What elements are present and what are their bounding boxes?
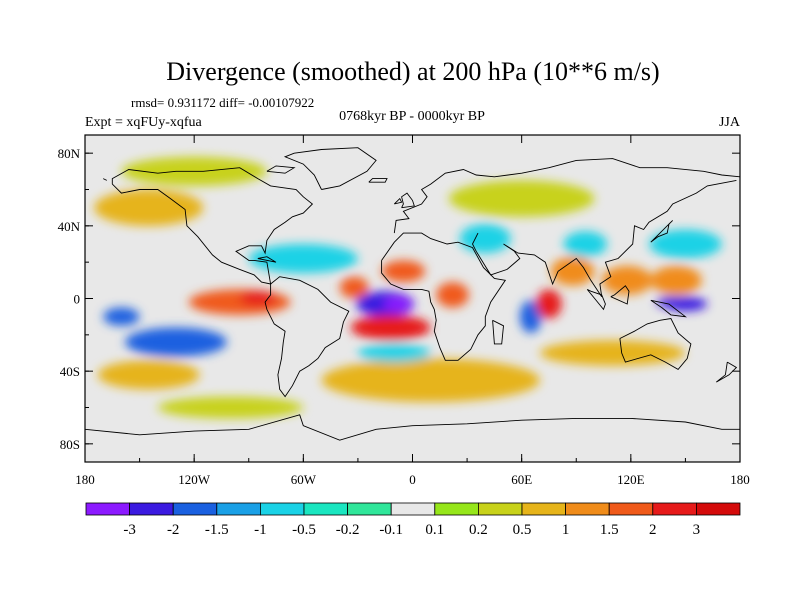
x-tick-label: 180 [730, 472, 750, 487]
colorbar-label: -1 [254, 522, 267, 538]
colorbar-label: 1.5 [600, 522, 619, 538]
colorbar-label: -3 [123, 522, 136, 538]
colorbar-label: -0.2 [336, 522, 360, 538]
coastline [102, 178, 108, 181]
colorbar-segment [652, 502, 697, 516]
x-tick-label: 120W [178, 472, 211, 487]
x-axis: 180 120W 60W 0 60E 120E 180 [75, 135, 750, 487]
anomaly-region [550, 256, 595, 286]
anomaly-region [601, 265, 653, 295]
x-tick-label: 60E [511, 472, 532, 487]
y-tick-label: 80N [58, 146, 81, 161]
colorbar-segment [303, 502, 348, 516]
anomaly-region [339, 276, 369, 299]
y-tick-label: 40N [58, 219, 81, 234]
colorbar-segment [521, 502, 566, 516]
colorbar-segment [129, 502, 174, 516]
colorbar-label: 0.1 [425, 522, 444, 538]
colorbar-label: 1 [562, 522, 570, 538]
coastline [401, 192, 415, 209]
anomaly-region [103, 307, 140, 326]
coastline [111, 167, 314, 285]
coastline [650, 299, 687, 318]
anomaly-region [350, 314, 431, 341]
coastline [257, 256, 277, 263]
anomaly-region [188, 289, 291, 315]
colorbar-label: 0.2 [469, 522, 488, 538]
y-axis: 80N 40N 0 40S 80S [58, 146, 740, 452]
y-tick-label: 0 [74, 292, 81, 307]
colorbar-label: 2 [649, 522, 657, 538]
season-text: JJA [719, 115, 741, 130]
chart-title: Divergence (smoothed) at 200 hPa (10**6 … [166, 57, 659, 86]
anomaly-region [649, 229, 722, 259]
anomaly-region [519, 300, 542, 334]
y-tick-label: 80S [60, 437, 80, 452]
period-text: 0768kyr BP - 0000kyr BP [339, 109, 485, 124]
anomaly-region [248, 244, 358, 274]
anomaly-region [563, 231, 608, 257]
coastline [85, 414, 740, 441]
anomaly-region [448, 180, 595, 217]
colorbar-label: -0.5 [292, 522, 316, 538]
anomaly-region [536, 289, 562, 319]
coastline [393, 158, 740, 234]
colorbar-segment [608, 502, 654, 516]
anomaly-region [125, 327, 227, 357]
colorbar-segment [434, 502, 479, 516]
colorbar-label: 3 [693, 522, 701, 538]
anomaly-region [94, 189, 204, 226]
anomaly-region [383, 296, 413, 312]
colorbar-segment [172, 502, 218, 516]
colorbar-segment [390, 502, 436, 516]
anomaly-region [459, 224, 511, 254]
colorbar-segment [259, 502, 305, 516]
coastline [368, 178, 388, 183]
anomaly-region [321, 358, 540, 403]
anomaly-region [539, 340, 686, 366]
colorbar-segment [347, 502, 392, 516]
anomaly-region [436, 282, 469, 308]
colorbar-segment [85, 502, 130, 516]
coastline [650, 220, 674, 243]
anomaly-region [650, 265, 702, 295]
coastlines [85, 147, 740, 441]
anomaly-region [357, 343, 431, 363]
anomaly-region [157, 396, 304, 419]
colorbar-segment [216, 502, 261, 516]
coastline [586, 288, 606, 311]
coastline [492, 319, 504, 345]
x-tick-label: 60W [291, 472, 317, 487]
colorbar-segment [696, 502, 741, 516]
anomaly-region [239, 291, 277, 306]
x-tick-label: 0 [409, 472, 416, 487]
colorbar-label: -1.5 [205, 522, 229, 538]
coastline [264, 276, 350, 398]
coastline [610, 285, 630, 305]
anomaly-region [97, 360, 200, 390]
x-tick-label: 120E [617, 472, 645, 487]
coastline [716, 361, 738, 383]
anomaly-region [656, 296, 690, 308]
coastline [471, 179, 737, 297]
x-tick-label: 180 [75, 472, 95, 487]
colorbar-label: -0.1 [379, 522, 403, 538]
stats-text: rmsd= 0.931172 diff= -0.00107922 [131, 95, 314, 110]
colorbar-segment [565, 502, 610, 516]
anomaly-region [381, 260, 426, 283]
coastline [283, 147, 377, 190]
coastline [393, 197, 403, 205]
coastline [266, 165, 296, 174]
coastline [619, 318, 692, 370]
colorbar-label: -2 [167, 522, 180, 538]
colorbar-segment [477, 502, 523, 516]
y-tick-label: 40S [60, 364, 80, 379]
expt-text: Expt = xqFUy-xqfua [85, 115, 203, 130]
coastline [381, 232, 507, 361]
map-panel [84, 134, 741, 463]
colorbar-label: 0.5 [513, 522, 532, 538]
colorbar: -3 -2 -1.5 -1 -0.5 -0.2 -0.1 0.1 0.2 0.5 1 1.5 2 3 [85, 502, 741, 538]
